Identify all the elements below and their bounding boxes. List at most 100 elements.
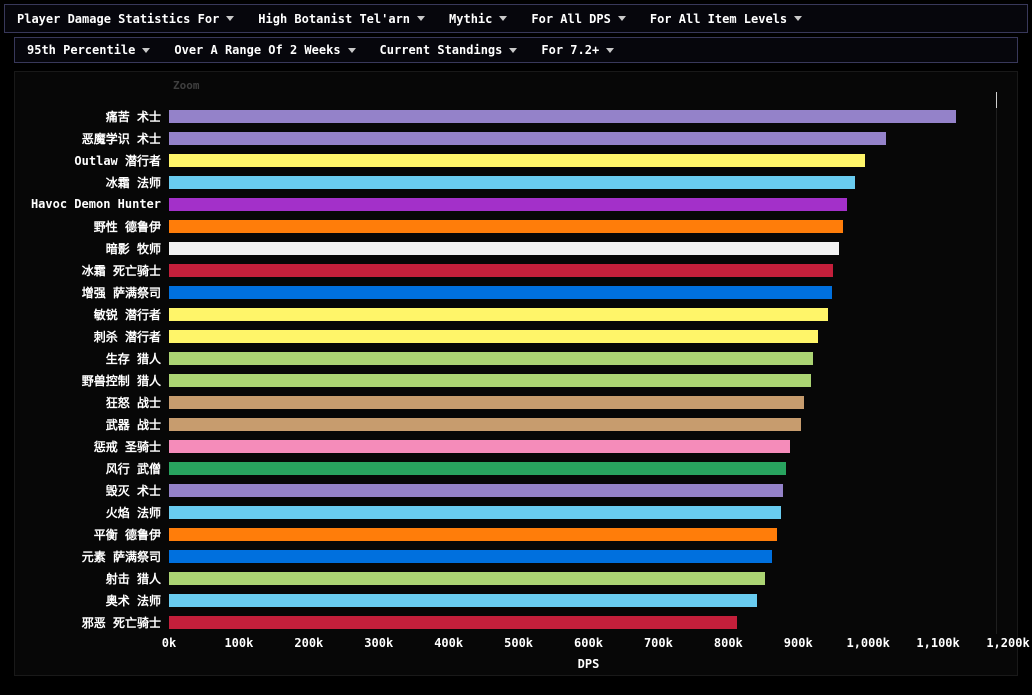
menu-difficulty-label: Mythic <box>449 11 493 26</box>
dps-bar[interactable] <box>169 197 847 211</box>
dps-bar[interactable] <box>169 505 781 519</box>
menu-metric-filter[interactable]: For All DPS <box>519 5 637 32</box>
chart-row: 暗影 牧师 <box>15 237 1017 259</box>
caret-down-icon <box>347 47 356 53</box>
menu-standings-label: Current Standings <box>379 43 503 57</box>
bar-track <box>169 131 1006 145</box>
category-label[interactable]: 狂怒 战士 <box>105 395 161 410</box>
dps-bar[interactable] <box>169 351 813 365</box>
dps-bar[interactable] <box>169 417 801 431</box>
caret-down-icon <box>226 16 235 21</box>
category-label[interactable]: 恶魔学识 术士 <box>81 131 161 146</box>
dps-bar[interactable] <box>169 395 804 409</box>
bar-track <box>169 483 1006 497</box>
dps-bar[interactable] <box>169 131 887 145</box>
menu-time-range-label: Over A Range Of 2 Weeks <box>174 43 341 57</box>
chart-row: 风行 武僧 <box>15 457 1017 479</box>
dps-bar[interactable] <box>169 593 757 607</box>
category-label[interactable]: Havoc Demon Hunter <box>30 197 161 211</box>
dps-bar[interactable] <box>169 329 818 343</box>
category-label[interactable]: 元素 萨满祭司 <box>81 549 161 564</box>
category-label[interactable]: 刺杀 潜行者 <box>93 329 161 344</box>
category-label[interactable]: 邪恶 死亡骑士 <box>81 615 161 630</box>
dps-bar[interactable] <box>169 307 829 321</box>
chart-row: 惩戒 圣骑士 <box>15 435 1017 457</box>
chart-row: 生存 猎人 <box>15 347 1017 369</box>
bar-track <box>169 219 1006 233</box>
bar-track <box>169 263 1006 277</box>
category-label[interactable]: Outlaw 潜行者 <box>74 153 161 168</box>
menu-item-level-filter[interactable]: For All Item Levels <box>638 5 814 32</box>
x-tick-label: 1,100k <box>916 636 960 650</box>
dps-bar[interactable] <box>169 109 956 123</box>
bar-track <box>169 505 1006 519</box>
bar-track <box>169 241 1006 255</box>
dps-bar[interactable] <box>169 571 766 585</box>
chart-row: Havoc Demon Hunter <box>15 193 1017 215</box>
dps-bar[interactable] <box>169 615 737 629</box>
category-label[interactable]: 惩戒 圣骑士 <box>93 439 161 454</box>
x-tick-label: 600k <box>574 636 603 650</box>
category-label[interactable]: 生存 猎人 <box>105 351 161 366</box>
category-label[interactable]: 射击 猎人 <box>105 571 161 586</box>
dps-bar[interactable] <box>169 439 790 453</box>
category-label[interactable]: 暗影 牧师 <box>105 241 161 256</box>
dps-bar[interactable] <box>169 175 856 189</box>
category-label[interactable]: 敏锐 潜行者 <box>93 307 161 322</box>
bar-track <box>169 373 1006 387</box>
category-label[interactable]: 冰霜 死亡骑士 <box>81 263 161 278</box>
dps-bar[interactable] <box>169 549 773 563</box>
dps-bar[interactable] <box>169 263 834 277</box>
chart-row: 增强 萨满祭司 <box>15 281 1017 303</box>
bar-track <box>169 593 1006 607</box>
dps-bar[interactable] <box>169 373 811 387</box>
menu-statistics-type[interactable]: Player Damage Statistics For <box>5 5 246 32</box>
bar-track <box>169 461 1006 475</box>
x-tick-label: 0k <box>161 636 177 650</box>
menu-metric-filter-label: For All DPS <box>531 11 611 26</box>
chart-row: 狂怒 战士 <box>15 391 1017 413</box>
primary-menu-bar: Player Damage Statistics For High Botanis… <box>4 4 1028 33</box>
dps-bar[interactable] <box>169 241 839 255</box>
category-label[interactable]: 火焰 法师 <box>105 505 161 520</box>
chart-row: 野性 德鲁伊 <box>15 215 1017 237</box>
category-label[interactable]: 野兽控制 猎人 <box>81 373 161 388</box>
crosshair-bright-segment <box>996 92 997 108</box>
category-label[interactable]: 奥术 法师 <box>105 593 161 608</box>
dps-bar[interactable] <box>169 153 866 167</box>
category-label[interactable]: 增强 萨满祭司 <box>81 285 161 300</box>
menu-boss[interactable]: High Botanist Tel'arn <box>246 5 437 32</box>
category-label[interactable]: 武器 战士 <box>105 417 161 432</box>
menu-percentile[interactable]: 95th Percentile <box>15 38 162 62</box>
dps-bar[interactable] <box>169 461 786 475</box>
caret-down-icon <box>606 47 615 53</box>
zoom-label[interactable]: Zoom <box>173 79 200 92</box>
dps-bar[interactable] <box>169 483 783 497</box>
menu-time-range[interactable]: Over A Range Of 2 Weeks <box>162 38 367 62</box>
category-label[interactable]: 冰霜 法师 <box>105 175 161 190</box>
menu-difficulty[interactable]: Mythic <box>437 5 519 32</box>
bar-track <box>169 329 1006 343</box>
category-label[interactable]: 平衡 德鲁伊 <box>93 527 161 542</box>
bar-track <box>169 615 1006 629</box>
bar-track <box>169 197 1006 211</box>
chart-row: 痛苦 术士 <box>15 105 1017 127</box>
category-label[interactable]: 风行 武僧 <box>105 461 161 476</box>
dps-bar[interactable] <box>169 219 843 233</box>
chart-row: Outlaw 潜行者 <box>15 149 1017 171</box>
category-label[interactable]: 野性 德鲁伊 <box>93 219 161 234</box>
bar-track <box>169 307 1006 321</box>
chart-row: 平衡 德鲁伊 <box>15 523 1017 545</box>
chart-panel: Zoom 痛苦 术士恶魔学识 术士 Outlaw 潜行者冰霜 法师 Havoc De… <box>14 71 1030 676</box>
dps-bar[interactable] <box>169 285 832 299</box>
bar-track <box>169 527 1006 541</box>
menu-item-level-filter-label: For All Item Levels <box>649 11 788 26</box>
category-label[interactable]: 痛苦 术士 <box>105 109 161 124</box>
menu-standings[interactable]: Current Standings <box>368 38 530 62</box>
x-tick-label: 700k <box>643 636 673 650</box>
bar-track <box>169 571 1006 585</box>
menu-patch-filter[interactable]: For 7.2+ <box>529 38 626 62</box>
x-tick-label: 500k <box>504 636 534 650</box>
dps-bar[interactable] <box>169 527 778 541</box>
category-label[interactable]: 毁灭 术士 <box>105 483 161 498</box>
